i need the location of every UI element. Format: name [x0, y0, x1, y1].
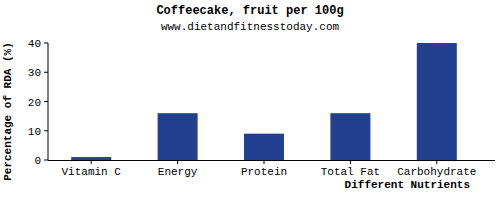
x-tick: [264, 160, 265, 164]
subtitle: www.dietandfitnesstoday.com: [161, 21, 340, 33]
x-tick: [91, 160, 92, 164]
bar: [417, 43, 457, 160]
x-tick-label: Vitamin C: [61, 166, 121, 178]
x-tick: [350, 160, 351, 164]
y-tick-label: 30: [28, 67, 41, 79]
bar: [244, 134, 284, 160]
y-tick-label: 40: [28, 38, 41, 50]
bar: [71, 157, 111, 160]
y-tick: [44, 130, 48, 131]
x-axis: [48, 160, 495, 161]
y-axis-label: Percentage of RDA (%): [2, 42, 14, 181]
bar: [158, 113, 198, 160]
y-tick: [44, 101, 48, 102]
y-tick-label: 10: [28, 126, 41, 138]
y-tick-label: 20: [28, 97, 41, 109]
x-tick: [436, 160, 437, 164]
x-tick-label: Protein: [241, 166, 287, 178]
y-tick: [44, 72, 48, 73]
x-tick-label: Carbohydrate: [397, 166, 476, 178]
x-tick: [177, 160, 178, 164]
y-tick: [44, 160, 48, 161]
y-tick-label: 0: [34, 155, 41, 167]
bar: [330, 113, 370, 160]
x-tick-label: Energy: [158, 166, 198, 178]
x-axis-label: Different Nutrients: [345, 179, 470, 191]
bars: [71, 43, 457, 160]
y-tick: [44, 43, 48, 44]
x-tick-label: Total Fat: [321, 166, 380, 178]
chart: Coffeecake, fruit per 100g www.dietandfit…: [0, 0, 500, 200]
title: Coffeecake, fruit per 100g: [156, 4, 343, 18]
